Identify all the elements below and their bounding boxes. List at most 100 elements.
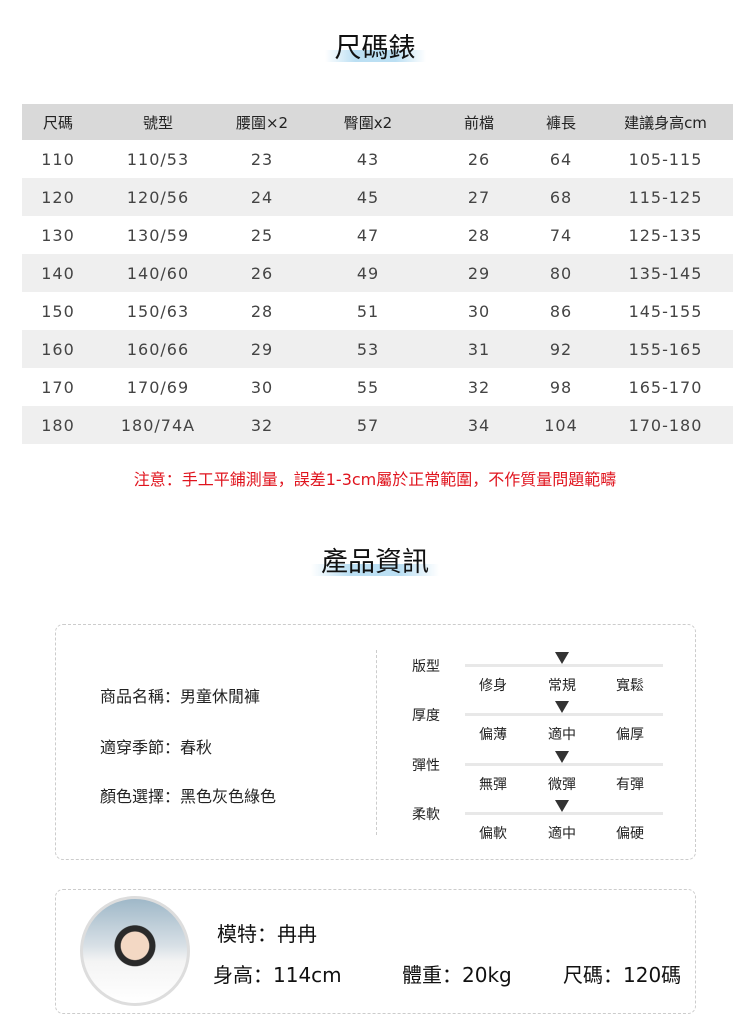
scale-option: 無彈 <box>479 776 507 793</box>
table-cell: 120 <box>22 178 94 216</box>
scale-option: 寬鬆 <box>616 678 644 694</box>
table-cell: 130 <box>41 225 75 245</box>
table-cell: 150 <box>41 301 75 321</box>
scale-option: 微彈 <box>548 776 576 793</box>
table-row: 160 160/66 29 53 31 92 155-165 <box>22 330 733 368</box>
table-cell: 160/66 <box>94 330 222 368</box>
table-cell: 135-145 <box>598 254 733 292</box>
scale-track <box>465 811 663 815</box>
table-cell: 115-125 <box>598 178 733 216</box>
table-cell: 24 <box>222 178 302 216</box>
table-cell: 68 <box>524 178 598 216</box>
table-cell: 45 <box>302 178 434 216</box>
table-row: 120 120/56 24 45 27 68 115-125 <box>22 178 733 216</box>
column-header: 尺碼 <box>22 104 94 140</box>
table-cell: 110 <box>41 149 75 169</box>
table-row: 170 170/69 30 55 32 98 165-170 <box>22 368 733 406</box>
product-info-box <box>55 624 696 860</box>
table-cell: 28 <box>467 225 491 245</box>
product-name: 商品名稱：男童休閒褲 <box>100 687 261 706</box>
scale-track <box>465 713 663 717</box>
scale-marker-icon <box>555 701 569 714</box>
table-cell: 92 <box>524 330 598 368</box>
size-table: 尺碼 號型 腰圍×2 臀圍x2 前檔 褲長 建議身高cm 110 110/53 23 43 26 64 1… <box>22 104 733 444</box>
table-cell: 64 <box>549 149 573 169</box>
table-cell: 51 <box>356 301 380 321</box>
product-info-title: 產品資訊 <box>0 540 750 579</box>
table-cell: 170-180 <box>598 406 733 444</box>
table-cell: 49 <box>302 254 434 292</box>
table-cell: 180/74A <box>94 406 222 444</box>
scale-label: 柔軟 <box>412 806 440 823</box>
table-cell: 145-155 <box>628 301 703 321</box>
table-cell: 31 <box>434 330 524 368</box>
table-cell: 160 <box>22 330 94 368</box>
table-cell: 26 <box>222 254 302 292</box>
table-cell: 30 <box>250 377 274 397</box>
column-header: 臀圍x2 <box>302 104 434 140</box>
column-header: 前檔 <box>434 104 524 140</box>
scale-track <box>465 762 663 766</box>
table-cell: 57 <box>302 406 434 444</box>
scale-option: 修身 <box>479 678 507 694</box>
season: 適穿季節：春秋 <box>100 738 213 757</box>
table-cell: 80 <box>524 254 598 292</box>
table-cell: 55 <box>356 377 380 397</box>
scale-track <box>465 664 663 667</box>
scale-option: 偏薄 <box>479 727 507 744</box>
table-cell: 32 <box>222 406 302 444</box>
model-avatar <box>80 896 190 1006</box>
model-height: 身高：114cm <box>213 963 342 987</box>
table-cell: 150/63 <box>126 301 190 321</box>
table-cell: 110/53 <box>126 149 190 169</box>
table-row: 180 180/74A 32 57 34 104 170-180 <box>22 406 733 444</box>
table-cell: 29 <box>222 330 302 368</box>
table-cell: 170 <box>41 377 75 397</box>
scale-option: 偏軟 <box>479 825 507 842</box>
table-cell: 27 <box>434 178 524 216</box>
table-row: 140 140/60 26 49 29 80 135-145 <box>22 254 733 292</box>
table-cell: 28 <box>250 301 274 321</box>
table-cell: 180 <box>22 406 94 444</box>
size-chart-title: 尺碼錶 <box>0 26 750 65</box>
table-cell: 130/59 <box>126 225 190 245</box>
table-cell: 74 <box>549 225 573 245</box>
table-row: 130 130/59 25 47 28 74 125-135 <box>22 216 733 254</box>
scale-marker-icon <box>555 652 569 664</box>
scale-option: 有彈 <box>616 776 644 793</box>
table-cell: 140/60 <box>94 254 222 292</box>
table-row: 110 110/53 23 43 26 64 105-115 <box>22 140 733 178</box>
table-cell: 125-135 <box>628 225 703 245</box>
table-cell: 43 <box>356 149 380 169</box>
table-cell: 104 <box>524 406 598 444</box>
model-size: 尺碼：120碼 <box>563 963 682 987</box>
scale-option: 適中 <box>548 825 576 842</box>
column-header: 褲長 <box>524 104 598 140</box>
table-cell: 165-170 <box>628 377 703 397</box>
column-header: 號型 <box>94 104 222 140</box>
table-cell: 32 <box>467 377 491 397</box>
scale-option: 偏硬 <box>616 825 644 842</box>
scale-label: 厚度 <box>412 708 440 725</box>
model-name: 模特：冉冉 <box>217 922 317 946</box>
table-cell: 26 <box>467 149 491 169</box>
table-cell: 155-165 <box>598 330 733 368</box>
scale-option: 適中 <box>548 727 576 744</box>
table-cell: 23 <box>250 149 274 169</box>
model-weight: 體重：20kg <box>402 963 512 987</box>
scale-label: 版型 <box>412 659 440 675</box>
table-cell: 120/56 <box>94 178 222 216</box>
table-row: 150 150/63 28 51 30 86 145-155 <box>22 292 733 330</box>
table-cell: 53 <box>302 330 434 368</box>
measurement-note: 注意：手工平鋪測量，誤差1-3cm屬於正常範圍，不作質量問題範疇 <box>133 470 617 489</box>
scale-option: 偏厚 <box>616 727 644 744</box>
table-cell: 86 <box>549 301 573 321</box>
model-box <box>55 889 696 1014</box>
table-cell: 140 <box>22 254 94 292</box>
table-cell: 105-115 <box>628 149 703 169</box>
column-header: 建議身高cm <box>598 104 733 140</box>
table-cell: 47 <box>356 225 380 245</box>
scale-label: 彈性 <box>412 757 440 774</box>
table-cell: 29 <box>434 254 524 292</box>
divider <box>376 650 377 835</box>
